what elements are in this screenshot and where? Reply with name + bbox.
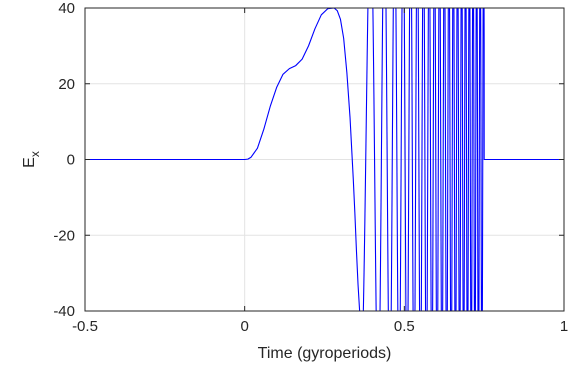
axis-ticks <box>84 7 565 312</box>
x-tick-label: 1 <box>560 318 568 335</box>
y-tick-label: 20 <box>58 76 75 93</box>
y-tick-label: 40 <box>58 0 75 17</box>
y-axis-label-base: E <box>21 157 38 168</box>
y-tick-label: 0 <box>67 152 75 169</box>
y-axis-label-subscript: x <box>28 151 42 157</box>
x-tick-label: -0.5 <box>72 318 98 335</box>
tick-labels: -0.5 0 0.5 1 -40 -20 0 20 40 <box>53 0 568 335</box>
x-tick-label: 0 <box>240 318 248 335</box>
y-tick-label: -40 <box>53 303 75 320</box>
x-tick-label: 0.5 <box>394 318 415 335</box>
y-axis-label: Ex <box>21 151 42 168</box>
y-tick-label: -20 <box>53 227 75 244</box>
x-axis-label: Time (gyroperiods) <box>258 345 392 362</box>
